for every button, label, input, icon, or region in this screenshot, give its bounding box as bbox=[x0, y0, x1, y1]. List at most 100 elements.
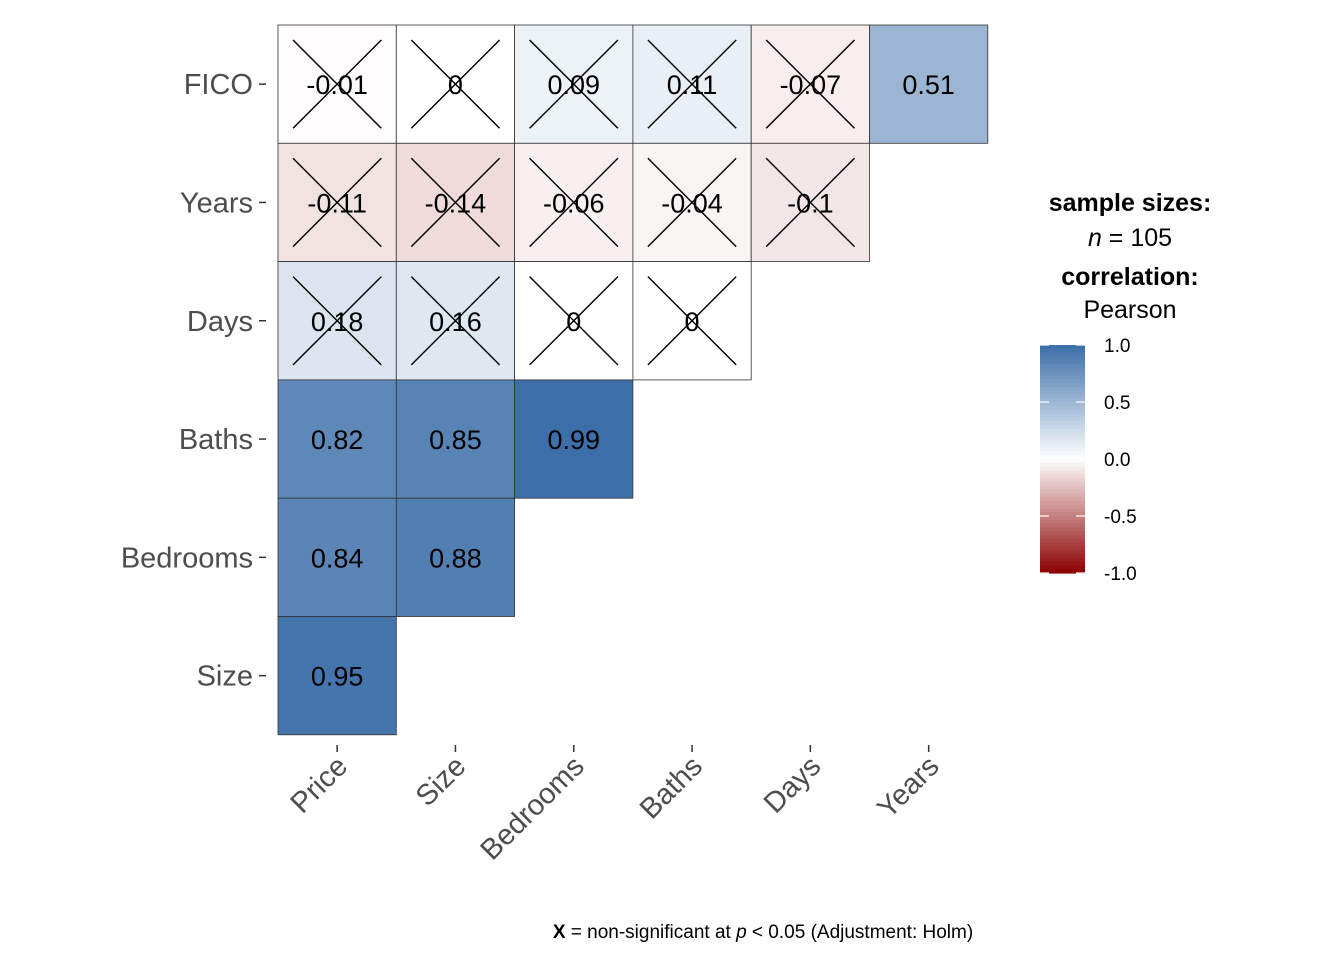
y-label-fico: FICO bbox=[184, 69, 253, 101]
x-label-years: Years bbox=[871, 750, 945, 824]
colorbar-segment bbox=[1040, 424, 1085, 430]
cell-days-bedrooms-x-mark-b bbox=[529, 276, 619, 366]
cell-fico-price-x-mark-b bbox=[292, 39, 382, 129]
colorbar-segment bbox=[1040, 348, 1085, 354]
cell-size-price-label: 0.95 bbox=[311, 662, 364, 692]
legend: sample sizes: n = 105 correlation: Pears… bbox=[1040, 189, 1211, 585]
x-axis: Price Size Bedrooms Baths Days Years bbox=[285, 745, 946, 866]
cell-bedrooms-price bbox=[277, 497, 397, 617]
colorbar-segment bbox=[1040, 542, 1085, 547]
x-label-price: Price bbox=[285, 750, 354, 819]
cell-years-days-x-mark-b bbox=[765, 157, 855, 248]
cell-years-days-label: -0.1 bbox=[787, 188, 834, 218]
legend-tick-label: 0.0 bbox=[1104, 450, 1130, 471]
colorbar-segment bbox=[1040, 402, 1085, 407]
colorbar-segment bbox=[1040, 440, 1085, 445]
legend-ticks: 1.0 0.5 0.0 -0.5 -1.0 bbox=[1040, 336, 1137, 585]
colorbar-segment bbox=[1040, 546, 1085, 551]
colorbar-segment bbox=[1040, 455, 1085, 460]
legend-n-symbol: n bbox=[1088, 224, 1102, 252]
cell-baths-bedrooms-label: 0.99 bbox=[547, 425, 600, 455]
cell-years-size-label: -0.14 bbox=[425, 188, 487, 218]
legend-correlation-method: Pearson bbox=[1083, 296, 1176, 324]
cell-baths-size bbox=[395, 379, 515, 499]
cell-fico-years-label: 0.51 bbox=[902, 70, 955, 100]
x-label-bedrooms: Bedrooms bbox=[475, 750, 591, 866]
legend-title-correlation: correlation: bbox=[1061, 263, 1199, 291]
caption-p-symbol: p bbox=[735, 922, 747, 943]
cell-bedrooms-price-label: 0.84 bbox=[311, 543, 364, 573]
colorbar-segment bbox=[1040, 516, 1085, 521]
colorbar-segment bbox=[1040, 485, 1085, 490]
colorbar-segment bbox=[1040, 497, 1085, 502]
colorbar-segment bbox=[1040, 535, 1085, 540]
caption-x-mark: X bbox=[553, 922, 566, 943]
colorbar-segment bbox=[1040, 554, 1085, 559]
colorbar-segment bbox=[1040, 474, 1085, 479]
legend-tick-label: -1.0 bbox=[1104, 564, 1137, 585]
x-label-size: Size bbox=[410, 750, 473, 813]
colorbar-segment bbox=[1040, 421, 1085, 426]
chart-caption: X = non-significant at p < 0.05 (Adjustm… bbox=[553, 922, 973, 943]
colorbar-segment bbox=[1040, 493, 1085, 498]
colorbar-segment bbox=[1040, 538, 1085, 544]
cell-baths-price-label: 0.82 bbox=[311, 425, 364, 455]
colorbar-segment bbox=[1040, 345, 1085, 350]
colorbar-segment bbox=[1040, 550, 1085, 555]
cell-days-price-label: 0.18 bbox=[311, 307, 364, 337]
legend-title-sample-sizes: sample sizes: bbox=[1049, 189, 1212, 217]
colorbar-segment bbox=[1040, 398, 1085, 403]
colorbar-segment bbox=[1040, 466, 1085, 471]
y-label-bedrooms: Bedrooms bbox=[121, 542, 253, 574]
colorbar-segment bbox=[1040, 462, 1085, 468]
cell-days-price-x-mark-b bbox=[292, 276, 382, 366]
colorbar-segment bbox=[1040, 489, 1085, 494]
colorbar-segment bbox=[1040, 383, 1085, 388]
colorbar-segment bbox=[1040, 459, 1085, 464]
colorbar-segment bbox=[1040, 367, 1085, 373]
colorbar-segment bbox=[1040, 394, 1085, 399]
colorbar-segment bbox=[1040, 356, 1085, 361]
cell-fico-size-x-mark-b bbox=[410, 39, 501, 129]
legend-sample-size: n = 105 bbox=[1088, 224, 1172, 252]
cell-size-price bbox=[277, 616, 397, 736]
cell-fico-years bbox=[869, 24, 989, 144]
colorbar-segment bbox=[1040, 432, 1085, 437]
cell-years-size-x-mark-b bbox=[410, 157, 501, 248]
legend-colorbar bbox=[1040, 345, 1085, 574]
cell-bedrooms-size-label: 0.88 bbox=[429, 543, 482, 573]
colorbar-segment bbox=[1040, 360, 1085, 365]
cell-fico-size-label: 0 bbox=[448, 70, 463, 100]
y-label-size: Size bbox=[197, 661, 253, 693]
cell-days-size-label: 0.16 bbox=[429, 307, 482, 337]
cell-days-bedrooms-label: 0 bbox=[566, 307, 581, 337]
legend-n-value: = 105 bbox=[1102, 224, 1172, 252]
cell-years-baths-x-mark-b bbox=[647, 157, 737, 248]
colorbar-segment bbox=[1040, 405, 1085, 411]
colorbar-segment bbox=[1040, 561, 1085, 566]
colorbar-segment bbox=[1040, 519, 1085, 525]
cell-baths-bedrooms bbox=[514, 379, 634, 499]
y-axis: FICO Years Days Baths Bedrooms Size bbox=[121, 69, 266, 693]
cell-years-bedrooms-x-mark-b bbox=[529, 157, 619, 248]
cell-fico-days-label: -0.07 bbox=[780, 70, 842, 100]
cell-years-baths-label: -0.04 bbox=[661, 188, 723, 218]
colorbar-segment bbox=[1040, 379, 1085, 384]
cell-days-size-x-mark-b bbox=[410, 276, 501, 366]
colorbar-segment bbox=[1040, 504, 1085, 509]
y-label-years: Years bbox=[180, 187, 253, 219]
legend-tick-label: 1.0 bbox=[1104, 336, 1130, 357]
caption-part2: < 0.05 (Adjustment: Holm) bbox=[747, 922, 974, 943]
cell-baths-size-label: 0.85 bbox=[429, 425, 482, 455]
colorbar-segment bbox=[1040, 428, 1085, 433]
colorbar-segment bbox=[1040, 470, 1085, 475]
y-label-days: Days bbox=[187, 306, 253, 338]
colorbar-segment bbox=[1040, 500, 1085, 506]
cell-years-price-x-mark-b bbox=[292, 157, 382, 248]
cell-years-bedrooms-label: -0.06 bbox=[543, 188, 605, 218]
colorbar-segment bbox=[1040, 409, 1085, 414]
colorbar-segment bbox=[1040, 451, 1085, 456]
cell-days-baths-x-mark-b bbox=[647, 276, 737, 366]
colorbar-segment bbox=[1040, 436, 1085, 441]
legend-tick-label: 0.5 bbox=[1104, 393, 1130, 414]
